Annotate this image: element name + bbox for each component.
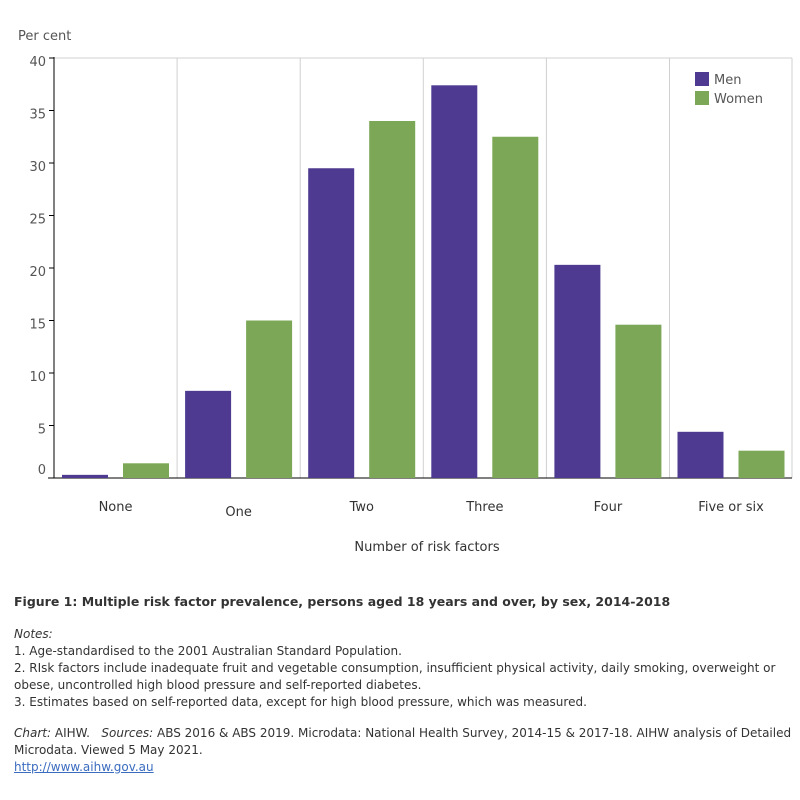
y-tick-label: 30 (29, 160, 46, 175)
legend-swatch-women (695, 91, 709, 105)
aihw-link[interactable]: http://www.aihw.gov.au (14, 760, 154, 774)
bar-women (246, 320, 293, 478)
y-tick-label: 5 (38, 423, 46, 438)
sources-value: ABS 2016 & ABS 2019. Microdata: National… (14, 726, 792, 757)
notes-label: Notes: (14, 627, 53, 641)
sources-label: Sources: (101, 726, 154, 740)
x-category-label: One (225, 505, 251, 520)
y-tick-label: 35 (29, 108, 46, 123)
y-axis-label: Per cent (18, 29, 71, 44)
note-2: 2. RIsk factors include inadequate fruit… (14, 661, 776, 692)
bar-men (554, 264, 601, 478)
y-tick-label: 0 (38, 463, 46, 478)
notes: Notes: 1. Age-standardised to the 2001 A… (14, 626, 800, 711)
bar-men (62, 474, 108, 478)
bar-men (431, 85, 478, 479)
bar-women (492, 136, 539, 478)
x-category-label: Four (594, 500, 623, 515)
bar-women (615, 324, 662, 478)
x-category-label: Five or six (698, 500, 764, 515)
x-category-label: Three (465, 500, 503, 515)
y-tick-label: 40 (29, 55, 46, 70)
chart-label: Chart: (14, 726, 52, 740)
legend-swatch-men (695, 72, 709, 86)
note-1: 1. Age-standardised to the 2001 Australi… (14, 644, 402, 658)
bar-chart: Per cent 0 5 10 15 20 25 30 35 40 None One Two Thre… (18, 29, 793, 555)
x-category-label: Two (349, 500, 374, 515)
bar-men (677, 431, 724, 478)
y-tick-label: 10 (29, 370, 46, 385)
source: Chart: AIHW. Sources: ABS 2016 & ABS 201… (14, 725, 800, 776)
bar-women (123, 463, 169, 478)
legend: Men Women (695, 72, 763, 107)
y-tick-label: 20 (29, 265, 46, 280)
y-tick-label: 25 (29, 213, 46, 228)
legend-label-men: Men (714, 73, 741, 88)
bar-men (185, 390, 232, 478)
x-axis-label: Number of risk factors (354, 540, 499, 555)
legend-label-women: Women (714, 92, 763, 107)
y-tick-label: 15 (29, 318, 46, 333)
chart-value: AIHW. (54, 726, 90, 740)
figure-title: Figure 1: Multiple risk factor prevalenc… (14, 594, 671, 609)
bar-men (308, 168, 355, 478)
bar-women (369, 121, 416, 478)
x-category-label: None (99, 500, 133, 515)
note-3: 3. Estimates based on self-reported data… (14, 695, 587, 709)
bar-women (738, 450, 785, 478)
